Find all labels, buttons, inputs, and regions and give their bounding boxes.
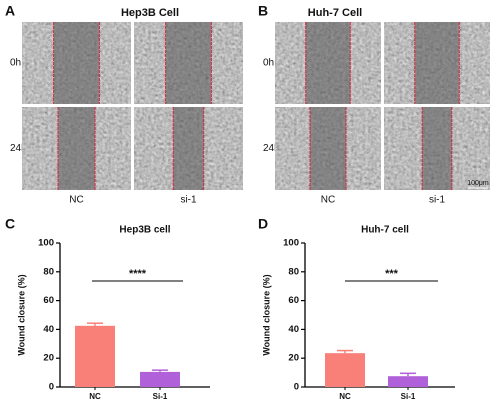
x-tick-label: Si-1: [153, 392, 168, 401]
panel-letter: A: [5, 3, 15, 19]
scale-bar-label: 100μm: [467, 180, 489, 187]
wound-gap: [422, 107, 452, 190]
bar: [140, 371, 180, 387]
y-tick-label: 40: [43, 324, 54, 335]
y-tick-label: 100: [38, 238, 54, 249]
panel-letter: D: [258, 216, 268, 232]
y-tick-label: 20: [43, 353, 54, 364]
panel-letter: C: [5, 216, 15, 232]
y-axis-label: Wound closure (%): [16, 274, 26, 355]
col-label: si-1: [429, 195, 446, 206]
y-tick-label: 60: [43, 295, 54, 306]
col-label: NC: [69, 195, 83, 206]
y-tick-label: 0: [294, 382, 299, 393]
panel-letter: B: [258, 3, 268, 19]
y-tick-label: 20: [288, 353, 299, 364]
chart-title: Hep3B cell: [119, 225, 170, 236]
wound-gap: [305, 22, 351, 104]
panel-title: Huh-7 Cell: [308, 7, 362, 19]
wound-gap: [53, 22, 100, 104]
chart-title: Huh-7 cell: [361, 225, 409, 236]
wound-gap: [173, 107, 204, 190]
y-tick-label: 60: [288, 295, 299, 306]
significance-label: ****: [129, 268, 147, 280]
y-tick-label: 80: [288, 266, 299, 277]
x-tick-label: Si-1: [401, 392, 416, 401]
bar: [75, 325, 115, 387]
y-axis-label: Wound closure (%): [261, 274, 271, 355]
bar: [325, 353, 365, 387]
x-tick-label: NC: [339, 392, 351, 401]
y-tick-label: 80: [43, 266, 54, 277]
col-label: si-1: [180, 195, 197, 206]
row-label: 24h: [10, 143, 27, 154]
row-label: 0h: [263, 58, 274, 69]
y-tick-label: 0: [49, 382, 54, 393]
panel-title: Hep3B Cell: [121, 7, 179, 19]
y-tick-label: 40: [288, 324, 299, 335]
col-label: NC: [321, 195, 335, 206]
wound-gap: [165, 22, 212, 104]
row-label: 0h: [10, 58, 21, 69]
wound-gap: [309, 107, 347, 190]
x-tick-label: NC: [89, 392, 101, 401]
row-label: 24h: [263, 143, 280, 154]
bar: [388, 376, 428, 387]
wound-gap: [414, 22, 460, 104]
significance-label: ***: [385, 268, 399, 280]
y-tick-label: 100: [283, 238, 299, 249]
wound-gap: [57, 107, 96, 190]
